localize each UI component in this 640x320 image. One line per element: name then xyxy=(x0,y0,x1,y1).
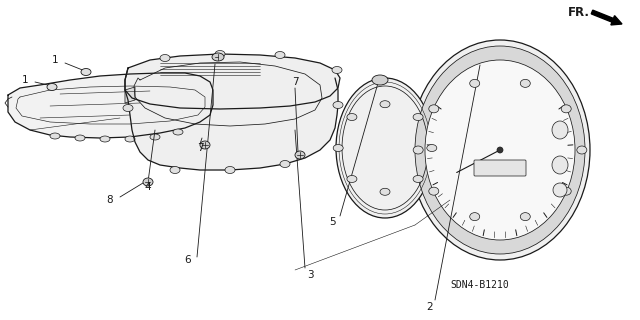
Ellipse shape xyxy=(413,114,423,121)
Text: 8: 8 xyxy=(107,195,113,205)
Ellipse shape xyxy=(75,135,85,141)
Ellipse shape xyxy=(336,78,434,218)
Text: FR.: FR. xyxy=(568,5,590,19)
Ellipse shape xyxy=(561,105,572,113)
Ellipse shape xyxy=(429,105,439,113)
Ellipse shape xyxy=(427,145,437,151)
Ellipse shape xyxy=(170,166,180,173)
Ellipse shape xyxy=(380,188,390,195)
Ellipse shape xyxy=(552,156,568,174)
Ellipse shape xyxy=(160,54,170,61)
Ellipse shape xyxy=(123,105,133,111)
Polygon shape xyxy=(125,68,338,170)
Ellipse shape xyxy=(520,212,531,220)
Ellipse shape xyxy=(470,212,480,220)
Ellipse shape xyxy=(100,136,110,142)
Ellipse shape xyxy=(212,53,224,61)
Ellipse shape xyxy=(413,175,423,182)
Polygon shape xyxy=(8,73,213,138)
Ellipse shape xyxy=(347,114,357,121)
Ellipse shape xyxy=(552,121,568,139)
Ellipse shape xyxy=(520,79,531,87)
FancyBboxPatch shape xyxy=(474,160,526,176)
Ellipse shape xyxy=(415,46,585,254)
Ellipse shape xyxy=(173,129,183,135)
Ellipse shape xyxy=(333,145,343,151)
Ellipse shape xyxy=(150,134,160,140)
Polygon shape xyxy=(125,87,135,103)
Ellipse shape xyxy=(47,84,57,91)
Ellipse shape xyxy=(577,146,587,154)
Text: 7: 7 xyxy=(292,77,298,87)
Text: 2: 2 xyxy=(427,302,433,312)
Ellipse shape xyxy=(561,187,572,195)
Text: 4: 4 xyxy=(145,182,151,192)
Ellipse shape xyxy=(429,187,439,195)
Text: 5: 5 xyxy=(330,217,336,227)
Ellipse shape xyxy=(332,67,342,74)
Text: 1: 1 xyxy=(22,75,28,85)
Ellipse shape xyxy=(275,52,285,59)
Ellipse shape xyxy=(470,79,480,87)
Ellipse shape xyxy=(497,147,503,153)
Ellipse shape xyxy=(413,146,423,154)
Polygon shape xyxy=(125,54,340,109)
Ellipse shape xyxy=(425,60,575,240)
Ellipse shape xyxy=(280,161,290,167)
Ellipse shape xyxy=(81,68,91,76)
Ellipse shape xyxy=(215,51,225,58)
Text: 7: 7 xyxy=(196,143,204,153)
Ellipse shape xyxy=(372,75,388,85)
Ellipse shape xyxy=(125,136,135,142)
Ellipse shape xyxy=(295,151,305,159)
Ellipse shape xyxy=(410,40,590,260)
Ellipse shape xyxy=(380,101,390,108)
Text: 3: 3 xyxy=(307,270,314,280)
Text: 1: 1 xyxy=(52,55,58,65)
Ellipse shape xyxy=(553,183,567,197)
Ellipse shape xyxy=(200,141,210,149)
Ellipse shape xyxy=(225,166,235,173)
Text: 6: 6 xyxy=(185,255,191,265)
Text: SDN4-B1210: SDN4-B1210 xyxy=(451,280,509,290)
Ellipse shape xyxy=(143,178,153,186)
FancyArrow shape xyxy=(591,10,622,25)
Ellipse shape xyxy=(333,101,343,108)
Ellipse shape xyxy=(50,133,60,139)
Ellipse shape xyxy=(347,175,357,182)
